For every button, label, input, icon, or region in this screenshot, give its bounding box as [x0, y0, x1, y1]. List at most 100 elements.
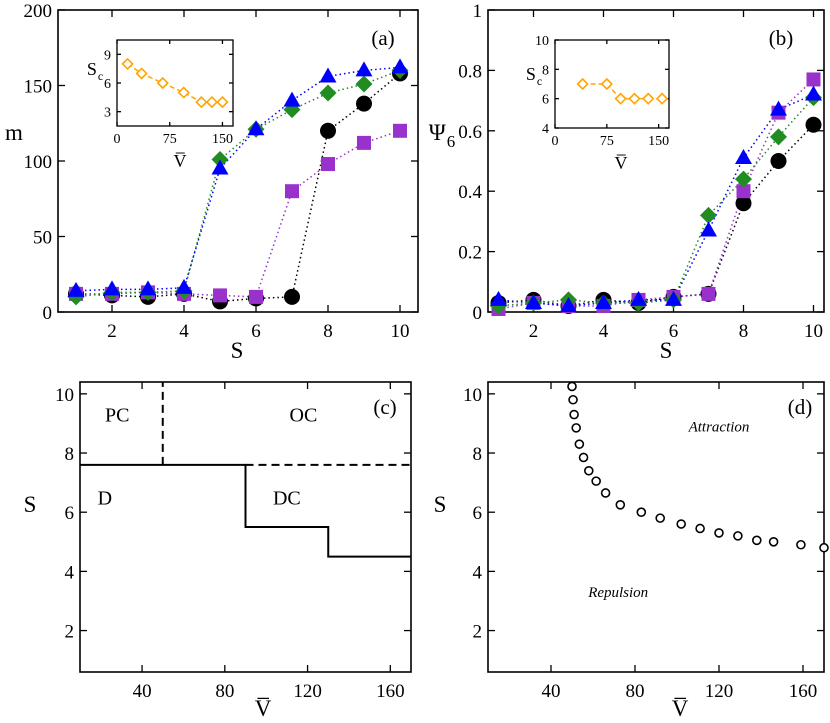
inset-b-data-point: [614, 92, 627, 105]
inset-a-xlabel: V̅: [174, 151, 187, 171]
data-point-square: [213, 288, 227, 303]
panel-c-ytick-label: 4: [65, 562, 75, 583]
panel-a-ytick-label: 100: [24, 152, 53, 173]
boundary-data-point: [569, 409, 579, 420]
inset-b-ytick-label: 4: [542, 122, 549, 137]
panel-a-xtick-label: 10: [391, 321, 410, 342]
inset-b-xlabel: V̅: [615, 153, 628, 173]
inset-a-xtick-label: 0: [114, 132, 121, 147]
inset-a-data-point: [216, 95, 229, 109]
panel-label: (c): [373, 395, 396, 419]
data-point-diamond: [319, 84, 337, 102]
boundary-data-point: [636, 507, 647, 518]
inset-a-xtick-label: 150: [212, 132, 233, 147]
panel-d-ytick-label: 2: [473, 622, 483, 643]
data-point-circle: [770, 153, 787, 169]
panel-label: (b): [769, 26, 794, 50]
interaction-region-label: Attraction: [688, 419, 750, 435]
panel-a-xtick-label: 6: [251, 321, 261, 342]
panel-b-xtick-label: 8: [739, 321, 749, 342]
boundary-data-point: [578, 452, 589, 463]
data-point-triangle: [139, 280, 157, 296]
inset-a-xtick-label: 75: [163, 132, 177, 147]
panel-b-ytick-label: 0.2: [458, 243, 482, 264]
data-point-triangle: [103, 280, 121, 296]
panel-a-xtick-label: 8: [323, 321, 333, 342]
panel-d-xtick-label: 80: [626, 681, 645, 702]
interaction-region-label: Repulsion: [587, 585, 648, 601]
panel-b-ytick-label: 0.8: [458, 61, 482, 82]
data-point-triangle: [700, 221, 717, 237]
panel-c-xtick-label: 80: [215, 681, 234, 702]
boundary-data-point: [574, 439, 585, 449]
phase-boundary-solid: [80, 463, 411, 558]
data-point-diamond: [700, 206, 717, 224]
data-point-square: [806, 72, 821, 87]
panel-label: (a): [371, 26, 394, 50]
data-point-triangle: [490, 290, 507, 306]
inset-b-ylabel-sub: c: [537, 74, 542, 88]
series-line: [498, 93, 814, 307]
panel-d-ytick-label: 10: [463, 385, 482, 406]
panel-d-ylabel: S: [434, 492, 447, 517]
panel-c-xtick-label: 120: [293, 681, 322, 702]
boundary-data-point: [751, 535, 762, 546]
panel-b-xtick-label: 10: [804, 321, 823, 342]
inset-a-data-point: [177, 86, 190, 99]
panel-b-ytick-label: 0: [473, 303, 483, 324]
data-point-triangle: [805, 85, 822, 101]
panel-a-frame: [57, 9, 419, 313]
panel-c-xlabel: V̅: [255, 696, 272, 721]
data-point-square: [701, 286, 716, 301]
inset-a-ytick-label: 9: [104, 48, 111, 63]
panel-d-xtick-label: 40: [542, 681, 561, 702]
boundary-data-point: [571, 423, 582, 433]
panel-b-ytick-label: 1: [473, 1, 483, 22]
inset-a-ylabel-sub: c: [98, 69, 103, 83]
panel-b-xtick-label: 6: [669, 321, 679, 342]
panel-c-ytick-label: 2: [65, 622, 75, 643]
boundary-data-point: [768, 536, 779, 547]
boundary-data-point: [695, 523, 705, 534]
panel-c-xtick-label: 40: [133, 681, 152, 702]
panel-a-ytick-label: 0: [43, 303, 53, 324]
inset-b-data-point: [576, 77, 589, 91]
panel-b-ylabel-sub: 6: [447, 132, 456, 151]
series-line: [75, 69, 401, 298]
boundary-data-point: [714, 528, 724, 538]
boundary-data-point: [655, 513, 666, 523]
inset-a-data-point: [121, 57, 134, 71]
boundary-data-point: [568, 394, 578, 405]
boundary-data-point: [583, 465, 594, 476]
data-point-triangle: [247, 120, 265, 136]
inset-a-data-point: [195, 95, 208, 109]
data-point-square: [249, 289, 263, 304]
data-point-triangle: [665, 290, 682, 306]
data-point-triangle: [283, 91, 301, 107]
data-point-triangle: [560, 296, 577, 312]
series-line: [498, 78, 815, 310]
data-point-diamond: [735, 170, 752, 188]
data-point-circle: [284, 288, 300, 305]
panel-b-xtick-label: 2: [529, 321, 539, 342]
panel-b-frame: [487, 9, 825, 313]
data-point-triangle: [630, 290, 647, 306]
inset-b-ylabel: Sc: [526, 64, 542, 88]
panel-c-ytick-label: 8: [65, 444, 75, 465]
data-point-triangle: [525, 293, 542, 309]
panel-d-xtick-label: 120: [705, 681, 734, 702]
data-point-square: [736, 184, 751, 199]
panel-b-ytick-label: 0.6: [458, 122, 482, 143]
data-point-triangle: [175, 278, 193, 294]
panel-d-ytick-label: 8: [473, 444, 483, 465]
panel-d-xlabel: V̅: [672, 696, 689, 721]
data-point-square: [357, 135, 371, 150]
data-point-circle: [356, 95, 372, 112]
data-point-triangle: [735, 148, 752, 164]
panel-b-xtick-label: 4: [599, 321, 609, 342]
inset-a-data-point: [135, 67, 148, 80]
inset-b-ytick-label: 8: [542, 63, 549, 78]
inset-b-xtick-label: 75: [600, 134, 614, 149]
data-point-triangle: [391, 58, 409, 74]
panel-c-ylabel: S: [24, 492, 37, 517]
